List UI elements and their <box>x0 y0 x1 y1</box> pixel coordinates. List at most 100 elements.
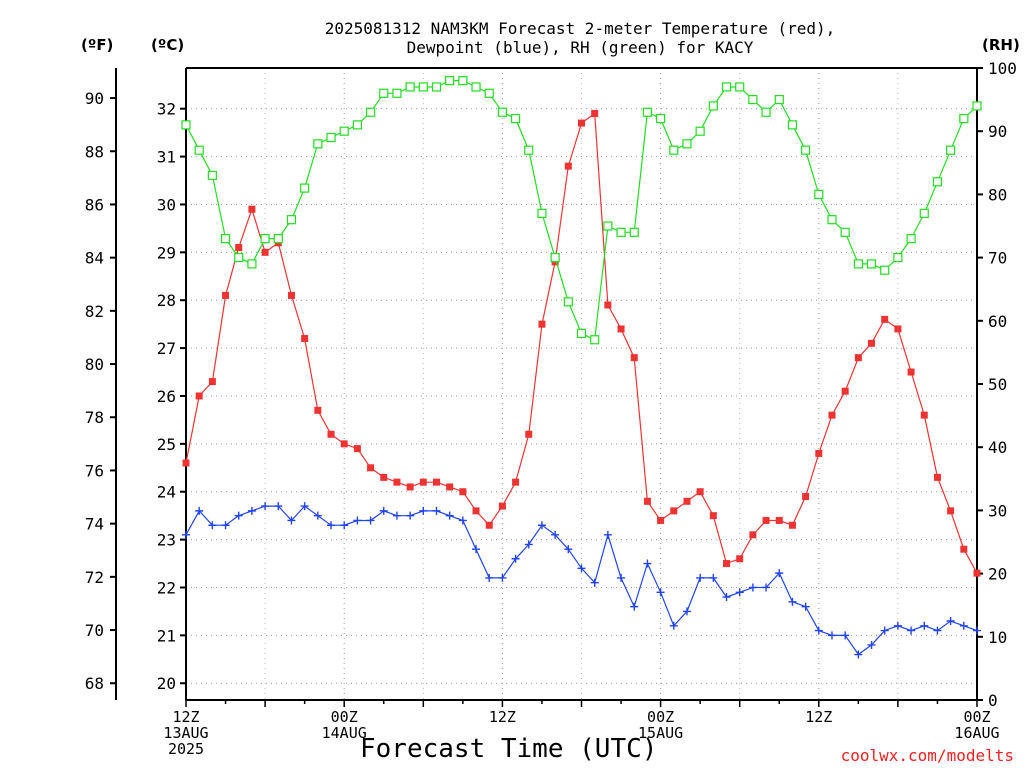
temperature-point <box>723 560 731 568</box>
fahrenheit-unit-label: (ºF) <box>81 36 114 54</box>
fahrenheit-tick-label: 74 <box>85 515 104 534</box>
x-tick-label: 14AUG <box>322 724 367 742</box>
temperature-point <box>182 459 190 467</box>
credit-text[interactable]: coolwx.com/modelts <box>840 746 1014 765</box>
rh-point <box>603 221 613 231</box>
x-tick-label: 16AUG <box>954 724 999 742</box>
rh-point <box>853 259 863 269</box>
rh-point <box>181 120 191 130</box>
temperature-point <box>512 478 520 486</box>
rh-point <box>761 107 771 117</box>
celsius-tick-label: 22 <box>157 578 176 597</box>
dewpoint-point <box>524 540 533 549</box>
fahrenheit-tick-label: 70 <box>85 621 104 640</box>
fahrenheit-tick-label: 78 <box>85 408 104 427</box>
rh-point <box>576 328 587 339</box>
x-tick-label: 13AUG <box>163 724 208 742</box>
dewpoint-point <box>814 626 823 635</box>
rh-tick-label: 60 <box>988 312 1007 331</box>
rh-point <box>352 120 362 130</box>
rh-point <box>801 145 811 155</box>
dewpoint-point <box>973 626 981 635</box>
rh-tick-label: 0 <box>988 691 998 710</box>
rh-tick-label: 40 <box>988 438 1007 457</box>
x-tick-label: 12Z <box>489 708 516 726</box>
rh-line <box>185 79 978 341</box>
dewpoint-point <box>379 506 388 515</box>
temperature-point <box>788 521 796 529</box>
rh-point <box>484 88 494 98</box>
temperature-point <box>670 507 678 515</box>
rh-point <box>379 88 389 98</box>
temperature-point <box>683 497 691 505</box>
dewpoint-point <box>313 511 322 520</box>
rh-tick-label: 70 <box>988 249 1007 268</box>
rh-point <box>405 82 415 92</box>
rh-point <box>194 145 204 155</box>
temperature-point <box>630 354 638 362</box>
rh-point <box>247 259 257 269</box>
rh-point <box>524 145 534 155</box>
rh-point <box>721 82 732 92</box>
dewpoint-point <box>696 573 705 582</box>
celsius-tick-label: 29 <box>157 243 176 262</box>
rh-point <box>682 139 692 149</box>
rh-point <box>629 227 639 237</box>
dewpoint-point <box>485 573 494 582</box>
temperature-point <box>591 109 599 117</box>
rh-point <box>392 88 402 98</box>
dewpoint-point <box>551 530 560 539</box>
dewpoint-point <box>630 602 639 611</box>
rh-unit-label: (RH) <box>982 36 1020 54</box>
x-tick-label: 00Z <box>963 708 990 726</box>
fahrenheit-tick-label: 86 <box>85 195 104 214</box>
dewpoint-point <box>788 597 797 606</box>
temperature-point <box>327 430 335 438</box>
temperature-point <box>762 516 770 524</box>
temperature-point <box>907 368 915 376</box>
dewpoint-point <box>419 506 428 515</box>
dewpoint-point <box>643 559 652 568</box>
rh-tick-label: 100 <box>988 59 1017 78</box>
fahrenheit-tick-label: 84 <box>85 249 104 268</box>
dewpoint-point <box>827 631 836 640</box>
celsius-tick-label: 21 <box>157 626 176 645</box>
dewpoint-point <box>564 545 573 554</box>
rh-point <box>866 259 877 269</box>
temperature-point <box>538 320 546 328</box>
rh-point <box>260 234 270 244</box>
dewpoint-point <box>221 521 230 530</box>
temperature-point <box>841 387 849 395</box>
temperature-point <box>973 569 981 577</box>
temperature-point <box>393 478 401 486</box>
celsius-unit-label: (ºC) <box>151 36 185 54</box>
dewpoint-point <box>854 650 863 659</box>
temperature-point <box>564 162 572 170</box>
temperature-point <box>314 406 322 414</box>
celsius-tick-label: 20 <box>157 674 176 693</box>
x-tick-label: 00Z <box>647 708 674 726</box>
fahrenheit-tick-label: 90 <box>85 89 104 108</box>
dewpoint-point <box>274 502 283 511</box>
x-tick-label: 15AUG <box>638 724 683 742</box>
temperature-point <box>340 440 348 448</box>
rh-point <box>708 101 718 111</box>
chart-title-line1: 2025081312 NAM3KM Forecast 2-meter Tempe… <box>324 19 836 38</box>
dewpoint-point <box>182 530 190 539</box>
celsius-tick-label: 28 <box>157 291 176 310</box>
temperature-point <box>933 473 941 481</box>
dewpoint-point <box>300 502 309 511</box>
temperature-point <box>235 244 243 252</box>
celsius-tick-label: 30 <box>157 195 176 214</box>
temperature-point <box>459 488 467 496</box>
rh-point <box>880 265 890 275</box>
temperature-point <box>578 119 585 127</box>
rh-point <box>695 126 705 136</box>
temperature-point <box>775 516 783 524</box>
temperature-point <box>485 521 493 529</box>
temperature-point <box>208 378 216 386</box>
rh-point <box>919 208 929 218</box>
rh-point <box>669 145 679 155</box>
dewpoint-point <box>577 564 586 573</box>
